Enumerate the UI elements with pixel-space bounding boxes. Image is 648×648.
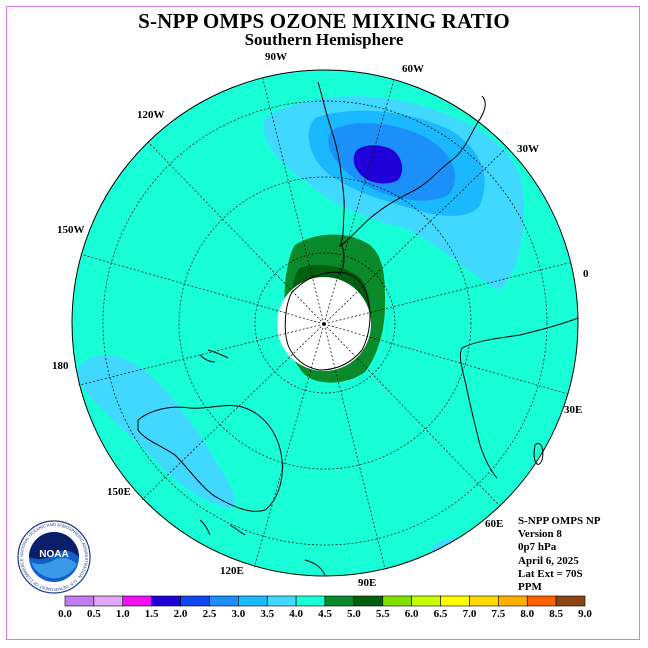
colorbar-label: 3.5 bbox=[260, 608, 275, 620]
coast-madagascar bbox=[533, 443, 544, 465]
colorbar-swatch bbox=[151, 595, 181, 607]
coast-antarctica bbox=[284, 271, 371, 371]
ozone-contours bbox=[77, 96, 524, 569]
map-title: S-NPP OMPS OZONE MIXING RATIO bbox=[138, 9, 510, 33]
lon-label-60e: 60E bbox=[485, 518, 504, 530]
info-version: Version 8 bbox=[518, 528, 562, 541]
colorbar-label: 2.0 bbox=[173, 608, 188, 620]
colorbar-swatch bbox=[411, 595, 441, 607]
colorbar-label: 5.5 bbox=[375, 608, 390, 620]
latitude-grid bbox=[102, 100, 548, 546]
colorbar-label: 6.0 bbox=[404, 608, 419, 620]
colorbar-swatch bbox=[469, 595, 499, 607]
colorbar-swatch bbox=[526, 595, 557, 607]
colorbar-label: 4.5 bbox=[318, 608, 332, 620]
colorbar-label: 8.0 bbox=[520, 608, 535, 620]
colorbar-label: 3.0 bbox=[231, 608, 246, 620]
colorbar-swatch bbox=[209, 595, 239, 607]
coast-new-zealand bbox=[199, 349, 229, 363]
colorbar-swatch bbox=[93, 595, 124, 607]
colorbar-swatch bbox=[555, 595, 586, 607]
map-border bbox=[71, 69, 579, 577]
coast-africa bbox=[459, 317, 579, 479]
colorbar-swatch bbox=[295, 595, 326, 607]
coast-islands-se bbox=[199, 519, 326, 576]
region-2.0-ne bbox=[353, 145, 403, 184]
pole-marker bbox=[322, 322, 326, 326]
coast-south-america bbox=[317, 81, 486, 248]
colorbar-label: 5.0 bbox=[347, 608, 361, 620]
colorbar bbox=[64, 595, 586, 607]
lon-label-90e: 90E bbox=[358, 577, 377, 589]
lon-label-30w: 30W bbox=[517, 143, 539, 155]
info-lat-extent: Lat Ext = 70S bbox=[518, 567, 583, 580]
lon-label-120w: 120W bbox=[137, 109, 165, 121]
lon-label-150w: 150W bbox=[57, 224, 85, 236]
info-units: PPM bbox=[518, 581, 542, 594]
colorbar-label: 6.5 bbox=[433, 608, 448, 620]
page-frame bbox=[6, 6, 640, 640]
lon-label-150e: 150E bbox=[107, 486, 131, 498]
colorbar-swatch bbox=[353, 595, 384, 607]
region-3.5-w bbox=[77, 355, 236, 508]
colorbar-label: 0.0 bbox=[58, 608, 72, 620]
colorbar-swatch bbox=[122, 595, 152, 607]
lon-label-180: 180 bbox=[52, 360, 69, 372]
lon-label-90w: 90W bbox=[265, 51, 287, 63]
colorbar-label: 9.0 bbox=[578, 608, 592, 620]
colorbar-swatch bbox=[180, 595, 210, 607]
colorbar-label: 1.0 bbox=[115, 608, 130, 620]
lon-label-120e: 120E bbox=[220, 565, 244, 577]
colorbar-swatch bbox=[382, 595, 412, 607]
colorbar-swatch bbox=[266, 595, 297, 607]
lon-label-30e: 30E bbox=[564, 404, 583, 416]
colorbar-label: 7.0 bbox=[462, 608, 477, 620]
colorbar-label: 7.5 bbox=[491, 608, 506, 620]
info-instrument: S-NPP OMPS NP bbox=[518, 515, 601, 527]
lon-label-0: 0 bbox=[583, 268, 589, 280]
colorbar-swatch bbox=[64, 595, 95, 607]
colorbar-label: 1.5 bbox=[144, 608, 159, 620]
lon-label-60w: 60W bbox=[402, 63, 424, 75]
colorbar-label: 8.5 bbox=[549, 608, 563, 620]
colorbar-swatch bbox=[440, 595, 470, 607]
info-date: April 6, 2025 bbox=[518, 554, 579, 567]
coastlines bbox=[137, 81, 579, 576]
colorbar-label: 2.5 bbox=[202, 608, 217, 620]
noaa-logo-text: NOAA bbox=[39, 549, 68, 560]
coast-peninsula bbox=[339, 244, 345, 276]
map-subtitle: Southern Hemisphere bbox=[244, 30, 404, 49]
colorbar-label: 4.0 bbox=[289, 608, 303, 620]
coast-australia bbox=[137, 404, 283, 512]
info-block: S-NPP OMPS NP Version 8 0p7 hPa April 6,… bbox=[518, 515, 601, 594]
info-pressure: 0p7 hPa bbox=[518, 541, 557, 554]
colorbar-swatch bbox=[324, 595, 355, 607]
noaa-logo: NOAA NATIONAL OCEANIC AND ATMOSPHERIC AD… bbox=[17, 520, 91, 594]
colorbar-swatch bbox=[498, 595, 528, 607]
colorbar-swatch bbox=[238, 595, 268, 607]
colorbar-label: 0.5 bbox=[87, 608, 101, 620]
